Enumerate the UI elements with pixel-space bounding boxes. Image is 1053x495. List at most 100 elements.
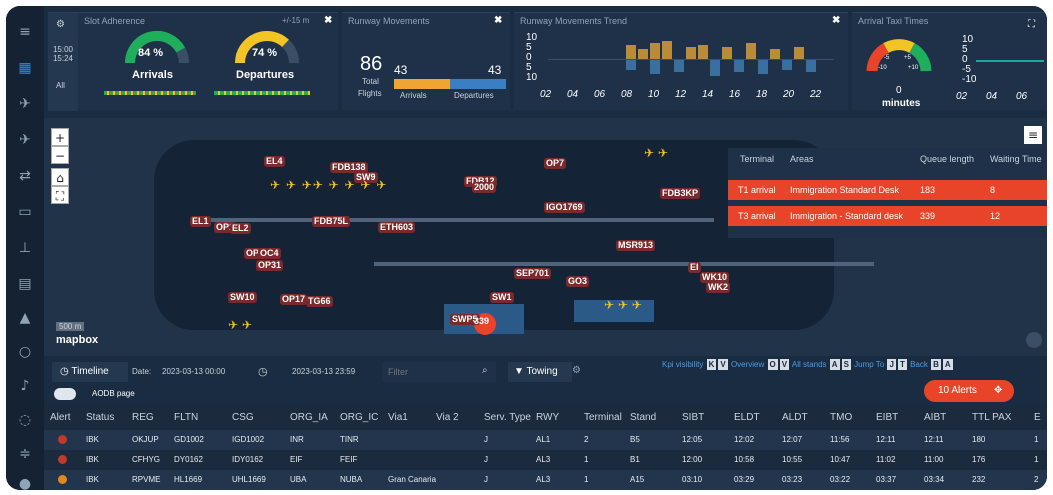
flight-tag[interactable]: OP8 [244, 248, 267, 259]
column-header[interactable]: ORG_IC [340, 412, 379, 423]
flight-tag[interactable]: EI [688, 262, 701, 273]
flight-tag[interactable]: SW9 [354, 172, 378, 183]
menu-icon[interactable]: ≡ [19, 24, 31, 40]
column-header[interactable]: EIBT [876, 412, 899, 423]
column-header[interactable]: REG [132, 412, 154, 423]
slot-all-button[interactable]: All [56, 81, 65, 90]
transfer-icon[interactable]: ⇄ [19, 168, 31, 184]
date-to[interactable]: 2023-03-13 23:59 [292, 367, 356, 376]
expand-icon[interactable]: ⛶ [1028, 19, 1035, 30]
towing-button[interactable]: ▼ Towing [508, 362, 572, 382]
key-a[interactable]: A [829, 359, 840, 370]
jump-to-label[interactable]: Jump To [854, 360, 885, 369]
slot-close-icon[interactable]: ✖ [324, 15, 333, 26]
all-stands-label[interactable]: All stands [791, 360, 827, 369]
column-header[interactable]: TMO [830, 412, 853, 423]
flight-tag[interactable]: EL2 [230, 223, 251, 234]
flight-tag[interactable]: 339 [474, 316, 490, 326]
key-t[interactable]: T [897, 359, 907, 370]
flight-tag[interactable]: EL1 [190, 216, 211, 227]
column-header[interactable]: TTL PAX [972, 412, 1012, 423]
key-o[interactable]: O [767, 359, 778, 370]
column-header[interactable]: FLTN [174, 412, 199, 423]
table-row[interactable] [44, 450, 1047, 470]
zoom-out-button[interactable]: − [51, 146, 69, 164]
key-s[interactable]: S [841, 359, 851, 370]
flight-tag[interactable]: FDB75L [312, 216, 351, 227]
flight-tag[interactable]: SW1 [490, 292, 514, 303]
filter-input[interactable] [382, 362, 496, 382]
home-icon[interactable]: ⌂ [51, 168, 69, 186]
runway-close-icon[interactable]: ✖ [494, 15, 503, 26]
flight-tag[interactable]: MSR913 [616, 240, 656, 251]
fullscreen-icon[interactable]: ⛶ [51, 186, 69, 204]
flight-tag[interactable]: GO3 [566, 276, 590, 287]
column-header[interactable]: Status [86, 412, 115, 423]
org-icon[interactable]: ⊥ [18, 240, 32, 256]
user-icon[interactable]: ● [18, 476, 32, 490]
gear-icon[interactable]: ⚙ [56, 19, 65, 30]
overview-label[interactable]: Overview [730, 360, 765, 369]
column-header[interactable]: Terminal [584, 412, 622, 423]
flight-tag[interactable]: SWP5 [450, 314, 480, 325]
clock-icon[interactable]: ○ [18, 344, 32, 360]
column-header[interactable]: ORG_IA [290, 412, 328, 423]
key-k[interactable]: K [706, 359, 717, 370]
flight-tag[interactable]: 2000 [472, 182, 497, 193]
column-header[interactable]: Via 2 [436, 412, 459, 423]
chat-icon[interactable]: ◌ [18, 412, 32, 428]
flight-tag[interactable]: IGO1769 [544, 202, 585, 213]
flight-tag[interactable]: SW10 [228, 292, 257, 303]
queue-row[interactable]: T1 arrival Immigration Standard Desk 183… [728, 180, 1047, 200]
sliders-icon[interactable]: ≑ [19, 446, 31, 462]
layers-menu-icon[interactable]: ≡ [1024, 126, 1042, 144]
settings-icon[interactable]: ⚙ [572, 365, 581, 376]
flight-tag[interactable]: ETH603 [378, 222, 416, 233]
info-icon[interactable] [1026, 332, 1042, 348]
table-row[interactable] [44, 470, 1047, 490]
column-header[interactable]: E [1034, 412, 1041, 423]
column-header[interactable]: SIBT [682, 412, 705, 423]
column-header[interactable]: ELDT [734, 412, 760, 423]
flight-tag[interactable]: WK2 [706, 282, 730, 293]
chart-icon[interactable]: ▲ [19, 310, 31, 326]
clock-icon[interactable]: ◷ [258, 366, 268, 378]
table-row[interactable] [44, 430, 1047, 450]
flight-tag[interactable]: OC4 [258, 248, 281, 259]
alerts-button[interactable]: 10 Alerts ✥ [924, 380, 1014, 402]
arrival-icon[interactable]: ✈ [19, 132, 31, 148]
key-b[interactable]: B [931, 359, 941, 370]
flight-tag[interactable]: FDB138 [330, 162, 368, 173]
zoom-in-button[interactable]: + [51, 128, 69, 146]
kpi-label[interactable]: Kpi visibility [662, 360, 704, 369]
flight-tag[interactable]: EL4 [264, 156, 285, 167]
flight-tag[interactable]: OP31 [256, 260, 284, 271]
column-header[interactable]: ALDT [782, 412, 808, 423]
timeline-tab[interactable]: ◷ Timeline [52, 362, 128, 382]
key-j[interactable]: J [887, 359, 896, 370]
key-v[interactable]: V [718, 359, 728, 370]
column-header[interactable]: Via1 [388, 412, 408, 423]
back-label[interactable]: Back [910, 360, 928, 369]
flight-tag[interactable]: SEP701 [514, 268, 552, 279]
search-icon[interactable]: ⌕ [482, 365, 488, 376]
column-header[interactable]: Stand [630, 412, 657, 423]
trend-close-icon[interactable]: ✖ [832, 15, 841, 26]
flight-tag[interactable]: OP17 [280, 294, 308, 305]
bell-icon[interactable]: ♪ [20, 378, 30, 394]
flight-tag[interactable]: TG66 [306, 296, 333, 307]
departure-icon[interactable]: ✈ [19, 96, 31, 112]
document-icon[interactable]: ▤ [18, 276, 32, 292]
column-header[interactable]: AIBT [924, 412, 947, 423]
flight-tag[interactable]: FDB3KP [660, 188, 701, 199]
key-a2[interactable]: A [942, 359, 953, 370]
flight-tag[interactable]: OP7 [544, 158, 567, 169]
panel-icon[interactable]: ▭ [18, 204, 32, 220]
column-header[interactable]: Serv. Type [484, 412, 531, 423]
column-header[interactable]: Alert [50, 412, 71, 423]
column-header[interactable]: RWY [536, 412, 560, 423]
flight-tag[interactable]: FDB12 [464, 176, 497, 187]
slot-time-button[interactable]: 15:00 15:24 [52, 45, 74, 63]
flight-tag[interactable]: OP1 [214, 222, 237, 233]
key-v2[interactable]: V [779, 359, 790, 370]
